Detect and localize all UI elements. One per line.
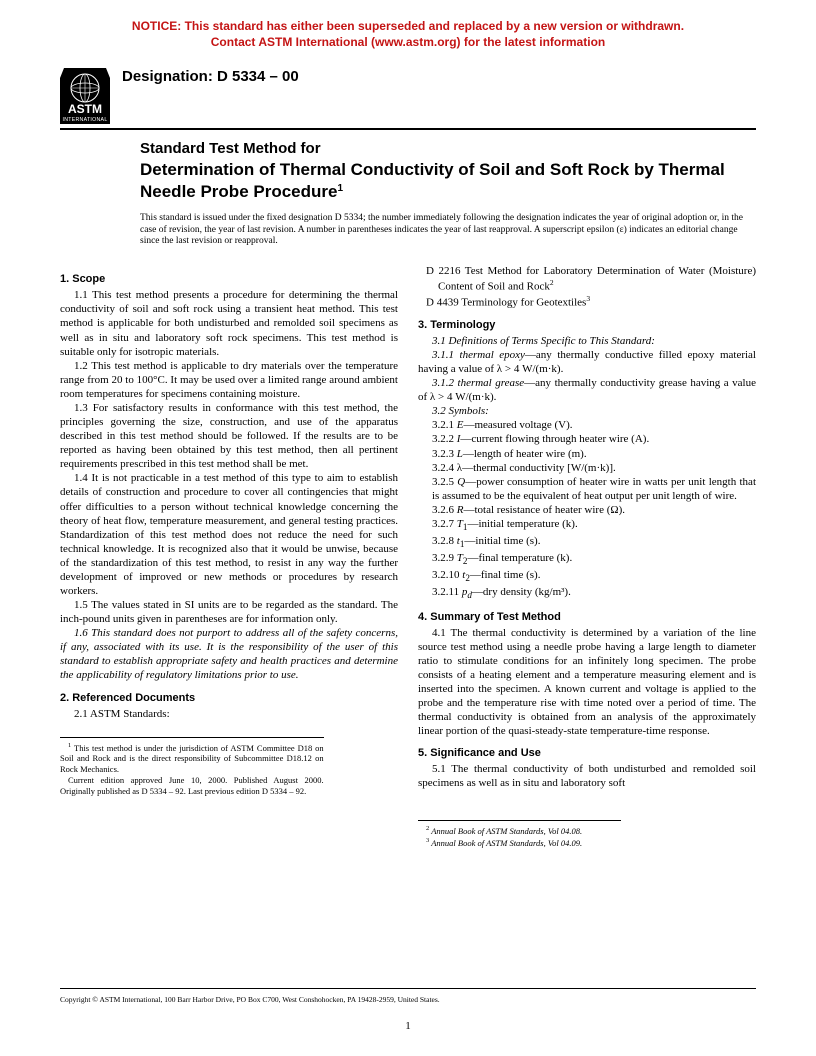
footnote-3-text: Annual Book of ASTM Standards, Vol 04.09… [429, 838, 582, 848]
sym-3-2-11: 3.2.11 pd—dry density (kg/m³). [418, 585, 756, 602]
ref-d4439-sup: 3 [586, 294, 590, 303]
left-footnotes: 1 This test method is under the jurisdic… [60, 737, 324, 797]
footnote-1b: Current edition approved June 10, 2000. … [60, 775, 324, 797]
para-1-6: 1.6 This standard does not purport to ad… [60, 626, 398, 682]
copyright-line: Copyright © ASTM International, 100 Barr… [60, 988, 756, 1004]
footnote-2: 2 Annual Book of ASTM Standards, Vol 04.… [418, 825, 621, 837]
para-1-1: 1.1 This test method presents a procedur… [60, 288, 398, 358]
header-rule [60, 128, 756, 130]
footnote-1-text: This test method is under the jurisdicti… [60, 743, 324, 775]
sym-3-2-3: 3.2.3 L—length of heater wire (m). [418, 447, 756, 461]
para-4-1: 4.1 The thermal conductivity is determin… [418, 626, 756, 739]
right-column: D 2216 Test Method for Laboratory Determ… [418, 264, 756, 849]
document-title: Standard Test Method for Determination o… [0, 140, 816, 202]
designation-line: Designation: D 5334 – 00 [122, 68, 299, 85]
para-3-1: 3.1 Definitions of Terms Specific to Thi… [418, 334, 756, 348]
left-column: 1. Scope 1.1 This test method presents a… [60, 264, 398, 849]
sym-3-2-6: 3.2.6 R—total resistance of heater wire … [418, 503, 756, 517]
sym-3-2-4: 3.2.4 λ—thermal conductivity [W/(m·k)]. [418, 461, 756, 475]
footnote-3: 3 Annual Book of ASTM Standards, Vol 04.… [418, 837, 621, 849]
para-1-2: 1.2 This test method is applicable to dr… [60, 359, 398, 401]
svg-text:INTERNATIONAL: INTERNATIONAL [62, 117, 107, 123]
para-1-4: 1.4 It is not practicable in a test meth… [60, 471, 398, 598]
title-super: 1 [337, 183, 343, 194]
summary-heading: 4. Summary of Test Method [418, 610, 756, 624]
sym-3-2-10: 3.2.10 t2—final time (s). [418, 568, 756, 585]
significance-heading: 5. Significance and Use [418, 746, 756, 760]
footnote-2-text: Annual Book of ASTM Standards, Vol 04.08… [429, 826, 582, 836]
referenced-documents-heading: 2. Referenced Documents [60, 691, 398, 705]
right-footnotes: 2 Annual Book of ASTM Standards, Vol 04.… [418, 820, 621, 848]
terminology-heading: 3. Terminology [418, 318, 756, 332]
body-columns: 1. Scope 1.1 This test method presents a… [0, 254, 816, 849]
notice-line2: Contact ASTM International (www.astm.org… [0, 34, 816, 50]
para-2-1-lead: 2.1 ASTM Standards: [74, 708, 170, 720]
ref-d4439: D 4439 Terminology for Geotextiles3 [418, 294, 756, 310]
svg-text:ASTM: ASTM [68, 102, 102, 116]
notice-line1: NOTICE: This standard has either been su… [0, 18, 816, 34]
para-3-2: 3.2 Symbols: [418, 404, 756, 418]
sym-3-2-2: 3.2.2 I—current flowing through heater w… [418, 432, 756, 446]
ref-d4439-text: D 4439 Terminology for Geotextiles [426, 297, 586, 309]
scope-heading: 1. Scope [60, 272, 398, 286]
para-1-5: 1.5 The values stated in SI units are to… [60, 598, 398, 626]
footnote-1: 1 This test method is under the jurisdic… [60, 742, 324, 775]
issuance-note: This standard is issued under the fixed … [0, 203, 816, 255]
sym-3-2-7: 3.2.7 T1—initial temperature (k). [418, 517, 756, 534]
para-3-1-1: 3.1.1 thermal epoxy—any thermally conduc… [418, 348, 756, 376]
supersession-notice: NOTICE: This standard has either been su… [0, 0, 816, 50]
sym-3-2-5: 3.2.5 Q—power consumption of heater wire… [418, 475, 756, 503]
sym-3-2-8: 3.2.8 t1—initial time (s). [418, 534, 756, 551]
ref-d2216: D 2216 Test Method for Laboratory Determ… [418, 264, 756, 294]
sym-3-2-9: 3.2.9 T2—final temperature (k). [418, 551, 756, 568]
ref-d2216-sup: 2 [550, 278, 554, 287]
ref-d2216-text: D 2216 Test Method for Laboratory Determ… [426, 265, 756, 293]
para-2-1: 2.1 ASTM Standards: [60, 707, 398, 721]
para-1-3: 1.3 For satisfactory results in conforma… [60, 401, 398, 471]
page-number: 1 [0, 1020, 816, 1032]
sym-3-2-1: 3.2.1 E—measured voltage (V). [418, 418, 756, 432]
title-line2: Determination of Thermal Conductivity of… [140, 160, 725, 201]
title-line1: Standard Test Method for [140, 140, 321, 157]
astm-logo: ASTM INTERNATIONAL [60, 68, 110, 124]
document-header: ASTM INTERNATIONAL Designation: D 5334 –… [0, 50, 816, 136]
para-5-1: 5.1 The thermal conductivity of both und… [418, 762, 756, 790]
para-3-1-2: 3.1.2 thermal grease—any thermally condu… [418, 376, 756, 404]
